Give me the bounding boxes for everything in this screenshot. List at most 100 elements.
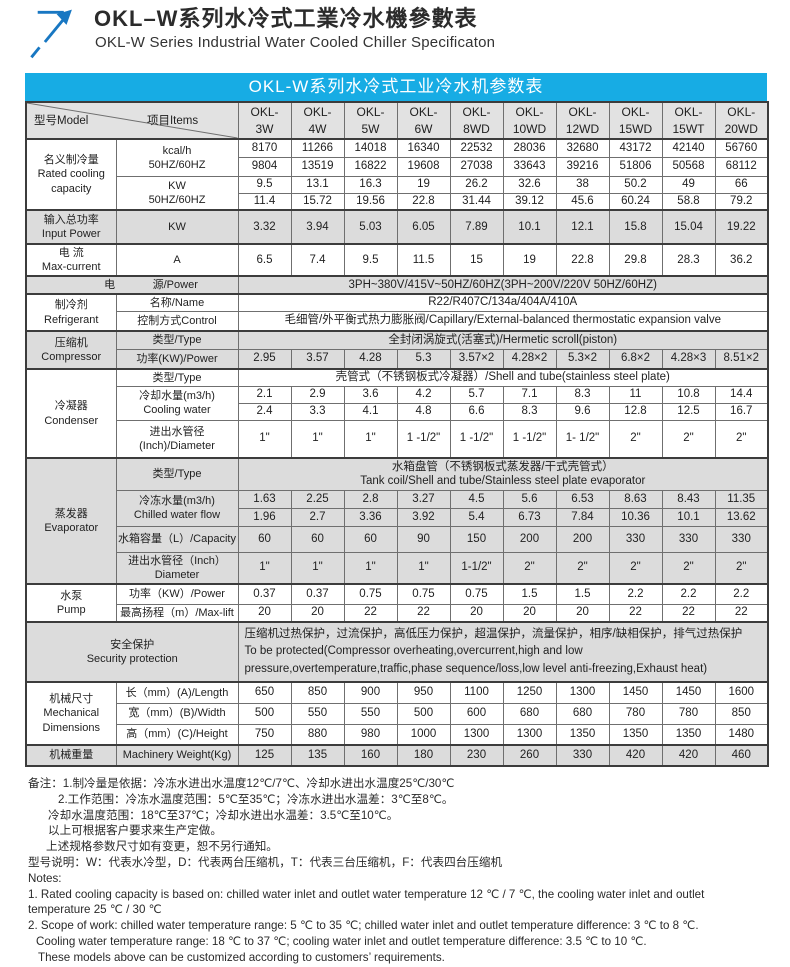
value-cell: 43172 [608,138,663,158]
note-line-en: Cooling water temperature range: 18 ℃ to… [36,934,647,948]
section-label-part: 源/Power [152,278,198,291]
model-name: 10WD [512,121,547,136]
value-cell: 4.28×3 [661,348,716,370]
value-cell: 8.63 [608,489,663,509]
value-cell: 60 [237,525,292,553]
note-line-zh: 备注：1.制冷量是依据：冷冻水进出水温度12℃/7℃、冷却水进出水温度25℃/3… [28,777,455,790]
cell-line: 控制方式Control [137,314,217,327]
model-header: OKL- 20WD [714,101,769,140]
cell-line: capacity [51,182,92,195]
value-cell: 7.84 [555,507,610,527]
value-cell: 900 [343,681,398,704]
value-cell: 4.1 [343,402,398,421]
value-cell: 0.75 [343,583,398,605]
value-cell: 11266 [290,138,345,158]
value-cell: 420 [608,744,663,767]
model-name: 12WD [565,121,600,136]
cell-line: 输入总功率 [43,213,99,226]
value-cell: 1.5 [555,583,610,605]
model-name: 15WD [618,121,653,136]
value-cell: 6.6 [449,402,504,421]
item-label: 功率(KW)/Power [115,348,239,370]
cell-line: Diameter [154,568,200,581]
value-cell: 22 [396,603,451,623]
cell-line: R22/R407C/134a/404A/410A [428,296,578,309]
value-cell: 22 [714,603,769,623]
value-cell: 16822 [343,156,398,177]
value-cell: 680 [502,702,557,725]
value-cell: 2.9 [290,385,345,404]
section-label: 电 流 Max-current [25,243,117,277]
value-cell: 10.8 [661,385,716,404]
value-cell: 1" [290,551,345,585]
item-label: 水箱容量（L）/Capacity [115,525,239,553]
value-cell: 28036 [502,138,557,158]
cell-line: 长（mm）(A)/Length [125,686,229,699]
item-label: 类型/Type [115,330,239,350]
value-cell: 31.44 [449,192,504,211]
merged-value-cell: 毛细管/外平衡式热力膨胀阀/Capillary/External-balance… [237,310,769,332]
value-cell: 26.2 [449,175,504,194]
value-cell: 1100 [449,681,504,704]
value-cell: 6.73 [502,507,557,527]
value-cell: 0.37 [290,583,345,605]
cell-line: pressure,overtemperature,traffic,phase s… [244,662,708,675]
cell-line: KW [168,179,186,192]
value-cell: 20 [449,603,504,623]
value-cell: 1 -1/2" [502,419,557,459]
value-cell: 260 [502,744,557,767]
cell-line: 冷冻水量(m3/h) [139,494,215,507]
value-cell: 9.6 [555,402,610,421]
model-name: 3W [255,121,274,136]
model-prefix: OKL- [409,104,438,119]
value-cell: 1350 [661,723,716,746]
value-cell: 66 [714,175,769,194]
value-cell: 60 [343,525,398,553]
value-cell: 5.4 [449,507,504,527]
model-name: 5W [361,121,380,136]
cell-line: A [173,253,181,266]
section-label: 电 源/Power [25,275,239,295]
value-cell: 330 [661,525,716,553]
model-prefix: OKL- [250,104,279,119]
cell-line: 压缩机 [54,336,88,349]
cell-line: (Inch)/Diameter [139,439,215,452]
value-cell: 9.5 [237,175,292,194]
value-cell: 600 [449,702,504,725]
value-cell: 2" [714,419,769,459]
model-header: OKL- 6W [396,101,451,140]
value-cell: 330 [714,525,769,553]
section-label: 冷凝器 Condenser [25,368,117,459]
value-cell: 1" [343,419,398,459]
cell-line: 进出水管径（Inch） [128,554,226,567]
value-cell: 22532 [449,138,504,158]
cell-line: 50HZ/60HZ [148,193,206,206]
corner-cell: 型号Model 项目Items [25,101,239,140]
value-cell: 10.1 [661,507,716,527]
value-cell: 8170 [237,138,292,158]
value-cell: 780 [661,702,716,725]
merged-value-cell: 3PH~380V/415V~50HZ/60HZ(3PH~200V/220V 50… [237,275,769,295]
note-line-en: 1. Rated cooling capacity is based on: c… [28,887,705,901]
section-label: 水泵 Pump [25,583,117,623]
cell-line: Pump [56,604,86,616]
cell-line: 机械重量 [49,749,94,762]
value-cell: 5.7 [449,385,504,404]
value-cell: 3.32 [237,209,292,245]
value-cell: 60 [290,525,345,553]
model-header: OKL- 10WD [502,101,557,140]
value-cell: 16340 [396,138,451,158]
value-cell: 1 -1/2" [396,419,451,459]
value-cell: 1350 [608,723,663,746]
model-header: OKL- 3W [237,101,292,140]
value-cell: 68112 [714,156,769,177]
value-cell: 1" [237,551,292,585]
value-cell: 330 [555,744,610,767]
cell-line: Compressor [41,351,102,363]
cell-line: 水箱盘管（不锈钢板式蒸发器/干式壳管式） [391,460,614,473]
cell-line: 壳管式（不锈钢板式冷凝器）/Shell and tube(stainless s… [335,371,670,384]
value-cell: 5.03 [343,209,398,245]
model-name: 4W [308,121,327,136]
value-cell: 7.89 [449,209,504,245]
value-cell: 160 [343,744,398,767]
